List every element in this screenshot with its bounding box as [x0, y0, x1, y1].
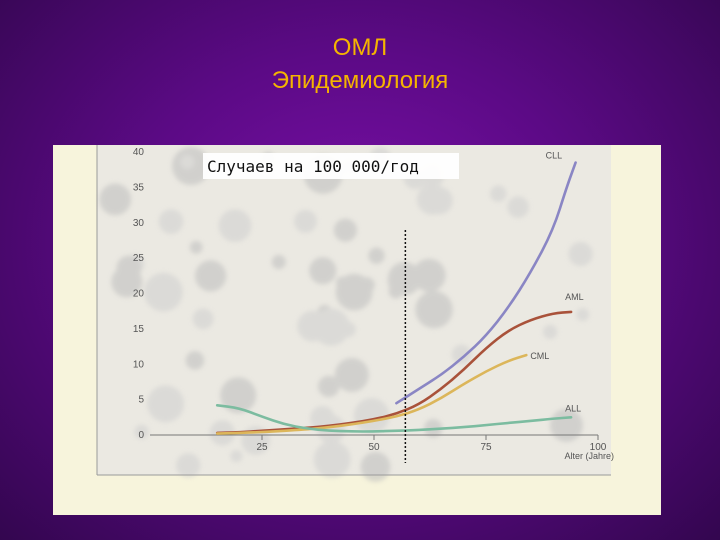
texture-blob	[334, 357, 369, 392]
texture-blob	[189, 240, 203, 254]
x-tick-label: 75	[480, 442, 492, 453]
chart-panel: 0 5 10 15 20 25 30 35 40 25 50 75 100 Alter (Jahre) C…	[53, 145, 661, 515]
texture-blob	[294, 209, 317, 233]
texture-blob	[180, 154, 195, 170]
series-line-aml	[215, 310, 573, 435]
texture-blob	[271, 254, 286, 270]
y-tick-label: 20	[133, 289, 145, 300]
texture-blob	[158, 209, 184, 234]
texture-blob	[309, 257, 337, 285]
texture-blob	[318, 375, 340, 398]
texture-blob	[451, 344, 472, 365]
texture-blob	[368, 247, 385, 264]
series-label-cll: CLL	[546, 151, 563, 161]
series-label-all: ALL	[565, 403, 581, 413]
x-axis-title: Alter (Jahre)	[564, 451, 614, 461]
texture-blob	[549, 408, 583, 442]
texture-blob	[116, 255, 142, 281]
texture-blob	[176, 453, 201, 478]
series-line-cml	[215, 353, 528, 435]
series-label-cml: CML	[530, 351, 549, 361]
texture-blob	[195, 260, 227, 292]
y-tick-label: 0	[138, 430, 144, 441]
chart-series	[215, 161, 577, 463]
texture-blob	[335, 273, 373, 311]
chart-labels: CLL AML CML ALL	[530, 151, 583, 414]
texture-blob	[353, 398, 390, 434]
texture-blob	[313, 441, 351, 478]
y-tick-label: 30	[133, 218, 145, 229]
x-tick-label: 100	[590, 442, 607, 453]
texture-blob	[144, 272, 183, 312]
y-tick-label: 10	[133, 359, 145, 370]
ylabel-box	[203, 153, 459, 179]
blood-cell-texture	[99, 146, 593, 482]
y-tick-label: 40	[133, 147, 145, 158]
series-line-cll	[395, 161, 577, 405]
texture-blob	[576, 308, 590, 322]
texture-blob	[230, 450, 243, 463]
texture-blob	[134, 424, 149, 440]
texture-blob	[412, 258, 446, 292]
slide-title-line1: ОМЛ	[332, 34, 388, 61]
y-axis-title: Случаев на 100 000/год	[207, 157, 419, 176]
texture-blob	[192, 308, 214, 330]
x-tick-label: 50	[368, 442, 380, 453]
y-tick-label: 35	[133, 182, 145, 193]
y-tick-label: 25	[133, 253, 145, 264]
slide-title-line2: Эпидемиология	[271, 67, 449, 94]
texture-blob	[220, 377, 257, 414]
texture-blob	[147, 385, 185, 423]
x-tick-label: 25	[256, 442, 268, 453]
texture-blob	[542, 324, 558, 340]
texture-blob	[568, 241, 593, 267]
texture-blob	[490, 185, 507, 202]
texture-blob	[333, 218, 357, 242]
y-tick-label: 15	[133, 324, 145, 335]
texture-blob	[99, 183, 132, 216]
texture-blob	[312, 308, 350, 346]
texture-blob	[388, 283, 404, 299]
series-label-aml: AML	[565, 292, 584, 302]
texture-blob	[507, 196, 529, 218]
texture-blob	[416, 183, 448, 215]
y-tick-label: 5	[138, 395, 144, 406]
texture-blob	[185, 351, 205, 370]
series-line-all	[215, 404, 573, 433]
texture-blob	[218, 209, 252, 243]
texture-blob	[415, 290, 453, 329]
texture-blob	[360, 451, 391, 482]
texture-blob	[316, 414, 346, 444]
